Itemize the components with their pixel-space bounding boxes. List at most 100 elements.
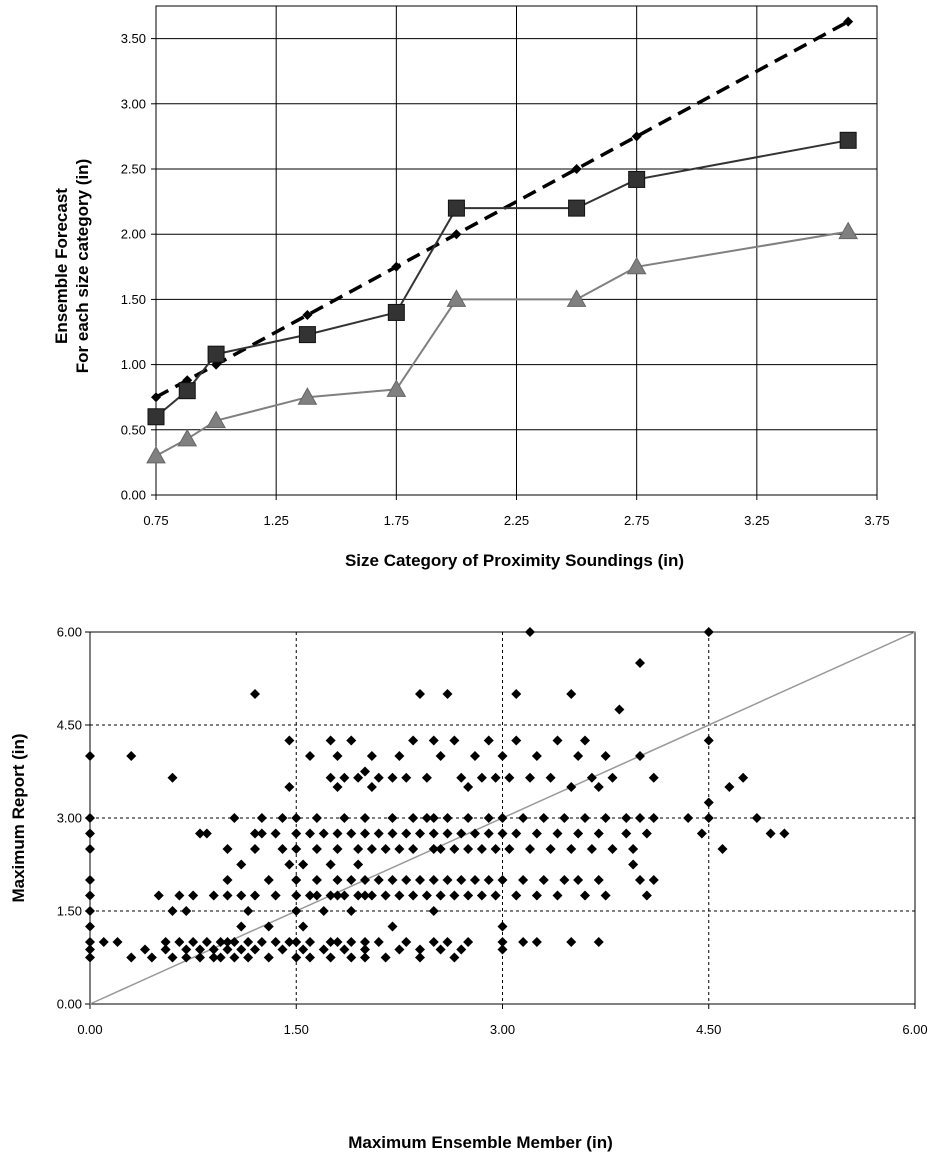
scatter-point — [387, 828, 398, 839]
x-tick-label: 2.25 — [504, 513, 529, 528]
scatter-point — [428, 844, 439, 854]
scatter-point — [140, 944, 150, 955]
x-tick-label: 2.75 — [624, 513, 649, 528]
scatter-point — [573, 828, 584, 839]
scatter-point — [195, 944, 205, 955]
scatter-point — [483, 875, 494, 885]
scatter-point — [552, 735, 563, 746]
scatter-point — [332, 937, 343, 947]
scatter-point — [85, 813, 95, 823]
scatter-point — [511, 689, 522, 699]
scatter-point — [463, 813, 474, 823]
scatter-point — [394, 844, 405, 854]
scatter-point — [531, 890, 542, 901]
scatter-point — [476, 772, 487, 783]
scatter-point — [325, 890, 336, 901]
scatter-point — [476, 890, 487, 901]
scatter-point — [648, 772, 659, 783]
scatter-point — [298, 921, 309, 932]
scatter-point — [573, 875, 584, 885]
scatter-point — [291, 890, 302, 901]
x-tick-label: 3.75 — [864, 513, 889, 528]
scatter-point — [236, 890, 247, 901]
scatter-point — [415, 952, 425, 963]
scatter-point — [415, 875, 425, 885]
scatter-point — [586, 844, 597, 854]
scatter-point — [696, 828, 707, 839]
scatter-point — [181, 944, 192, 955]
scatter-point — [332, 844, 343, 854]
y-tick-label: 0.00 — [57, 997, 82, 1012]
scatter-point — [277, 813, 288, 823]
scatter-point — [580, 890, 590, 901]
scatter-point — [497, 751, 508, 761]
scatter-point — [332, 828, 343, 839]
scatter-point — [593, 937, 604, 947]
scatter-point — [85, 828, 95, 839]
scatter-point — [641, 890, 652, 901]
scatter-point — [201, 828, 212, 839]
triangle-marker — [206, 410, 226, 429]
scatter-point — [401, 875, 412, 885]
y-tick-label: 3.50 — [121, 31, 146, 46]
y-tick-label: 2.50 — [121, 162, 146, 177]
scatter-point — [566, 937, 577, 947]
scatter-point — [724, 782, 735, 792]
scatter-point — [497, 944, 508, 955]
scatter-point — [332, 875, 343, 885]
scatter-point — [126, 751, 137, 761]
scatter-point — [325, 735, 336, 746]
scatter-point — [607, 772, 618, 783]
scatter-point — [442, 689, 453, 699]
scatter-point — [738, 772, 749, 783]
scatter-point — [311, 844, 322, 854]
scatter-point — [215, 952, 226, 963]
scatter-point — [270, 828, 281, 839]
scatter-point — [470, 875, 480, 885]
scatter-point — [476, 844, 487, 854]
scatter-point — [483, 735, 494, 746]
scatter-point — [305, 952, 315, 963]
scatter-point — [346, 952, 357, 963]
scatter-point — [408, 813, 419, 823]
x-axis-title: Size Category of Proximity Soundings (in… — [345, 551, 684, 570]
diamond-marker — [391, 261, 402, 272]
scatter-point — [263, 875, 274, 885]
scatter-point — [373, 937, 384, 947]
scatter-point — [85, 952, 95, 963]
scatter-point — [600, 890, 611, 901]
scatter-point — [256, 828, 267, 839]
scatter-point — [236, 921, 247, 932]
scatter-point — [380, 890, 391, 901]
scatter-point — [435, 751, 446, 761]
scatter-point — [600, 751, 611, 761]
scatter-point — [250, 944, 260, 955]
scatter-point — [167, 772, 178, 783]
scatter-point — [85, 844, 95, 854]
scatter-point — [380, 844, 391, 854]
scatter-point — [373, 772, 384, 783]
scatter-point — [490, 844, 501, 854]
scatter-point — [449, 890, 460, 901]
scatter-point — [229, 937, 240, 947]
scatter-point — [483, 828, 494, 839]
scatter-point — [470, 828, 480, 839]
scatter-point — [346, 906, 357, 916]
scatter-point — [339, 813, 350, 823]
scatter-point — [85, 937, 95, 947]
square-marker — [387, 303, 405, 321]
y-tick-label: 0.00 — [121, 488, 146, 503]
scatter-point — [531, 937, 542, 947]
scatter-point — [332, 890, 343, 901]
y-tick-label: 0.50 — [121, 422, 146, 437]
scatter-point — [222, 890, 233, 901]
scatter-point — [256, 813, 267, 823]
scatter-point — [545, 844, 556, 854]
scatter-point — [380, 952, 391, 963]
scatter-point — [456, 828, 467, 839]
scatter-point — [360, 828, 370, 839]
scatter-point — [401, 937, 412, 947]
scatter-point — [779, 828, 790, 839]
scatter-point — [586, 772, 597, 783]
scatter-point — [497, 813, 508, 823]
